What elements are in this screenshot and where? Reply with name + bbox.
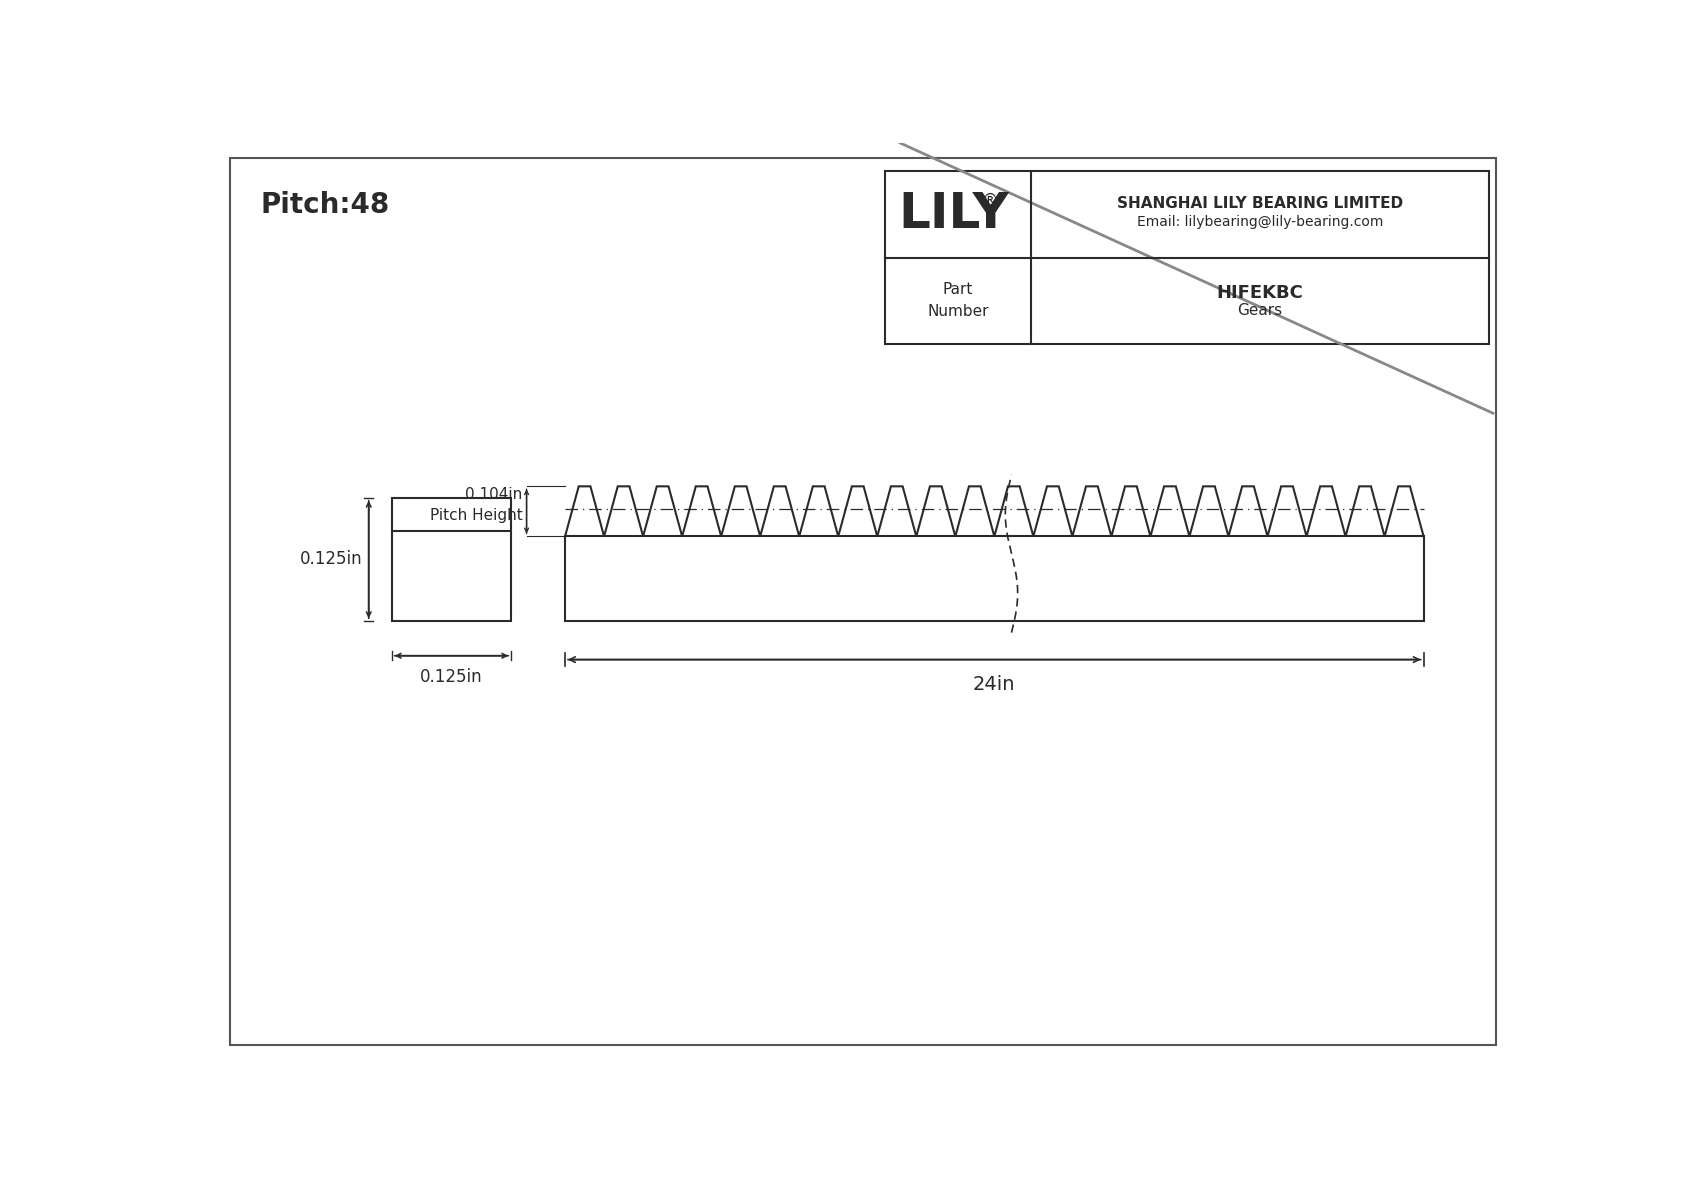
Text: Email: lilybearing@lily-bearing.com: Email: lilybearing@lily-bearing.com: [1137, 214, 1383, 229]
Text: ®: ®: [982, 192, 999, 210]
Text: 24in: 24in: [973, 675, 1015, 694]
Bar: [566, 536, 1423, 621]
Text: LILY: LILY: [899, 191, 1009, 238]
Text: Part
Number: Part Number: [926, 282, 989, 319]
Bar: [884, 170, 1489, 344]
Text: 0.104in
Pitch Height: 0.104in Pitch Height: [429, 487, 522, 523]
Text: 0.125in: 0.125in: [300, 550, 362, 568]
Bar: [392, 498, 512, 621]
Text: Pitch:48: Pitch:48: [261, 192, 391, 219]
Text: 0.125in: 0.125in: [421, 668, 483, 686]
Text: HIFEKBC: HIFEKBC: [1216, 285, 1303, 303]
Text: SHANGHAI LILY BEARING LIMITED: SHANGHAI LILY BEARING LIMITED: [1116, 195, 1403, 211]
Text: Gears: Gears: [1238, 303, 1283, 318]
